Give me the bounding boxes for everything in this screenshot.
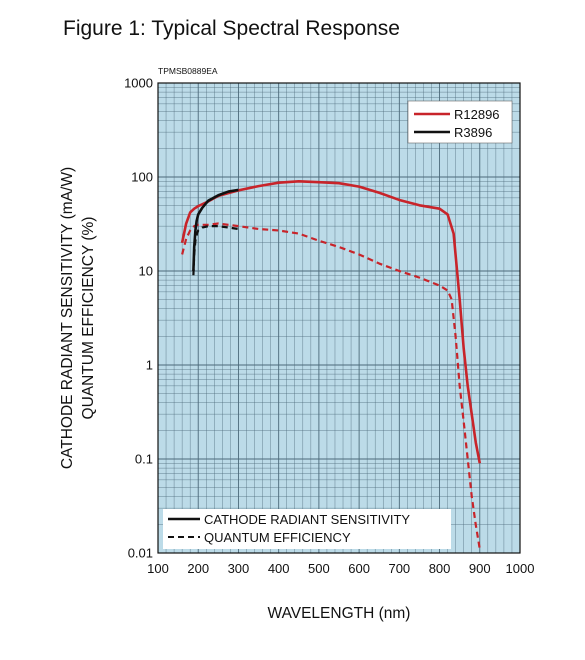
series-line-r3896-radiant-sensitivity — [192, 188, 239, 272]
y-tick-label: 1 — [146, 358, 153, 373]
legend-label-r3896: R3896 — [454, 125, 492, 140]
x-tick-label: 900 — [469, 561, 491, 576]
series-line-r12896-quantum-efficiency — [181, 222, 481, 550]
y-tick-label: 100 — [131, 170, 153, 185]
x-tick-label: 800 — [429, 561, 451, 576]
x-tick-label: 600 — [348, 561, 370, 576]
tick-labels: 100 200 300 400 500 600 700 800 900 1000 0.01 0.1 1 1… — [124, 76, 534, 577]
legend-models: R12896 R3896 — [407, 100, 513, 144]
x-tick-label: 500 — [308, 561, 330, 576]
x-tick-label: 700 — [388, 561, 410, 576]
x-tick-label: 400 — [268, 561, 290, 576]
y-axis-label-line-2: QUANTUM EFFICIENCY (%) — [80, 217, 97, 420]
y-tick-label: 0.1 — [135, 452, 153, 467]
legend-models-box — [407, 100, 513, 144]
series-line-r12896-radiant-sensitivity — [180, 180, 482, 464]
legend-styles-box — [163, 509, 451, 549]
legend-label-r12896: R12896 — [454, 107, 500, 122]
x-tick-label: 100 — [147, 561, 169, 576]
series-layer — [180, 180, 482, 550]
x-tick-label: 1000 — [506, 561, 535, 576]
x-tick-label: 300 — [228, 561, 250, 576]
plot-area — [158, 83, 520, 553]
y-tick-label: 1000 — [124, 76, 153, 91]
legend-label-cathode-sensitivity: CATHODE RADIANT SENSITIVITY — [204, 512, 410, 527]
x-tick-label: 200 — [187, 561, 209, 576]
y-tick-label: 10 — [139, 264, 153, 279]
figure-title: Figure 1: Typical Spectral Response — [63, 17, 400, 40]
plot-frame — [157, 82, 521, 554]
series-line-r3896-quantum-efficiency — [192, 225, 239, 276]
grid — [157, 83, 521, 554]
figure-code: TPMSB0889EA — [158, 66, 218, 76]
legend-label-quantum-efficiency: QUANTUM EFFICIENCY — [204, 530, 351, 545]
x-axis-label: WAVELENGTH (nm) — [268, 605, 411, 622]
y-axis-label-line-1: CATHODE RADIANT SENSITIVITY (mA/W) — [59, 167, 76, 469]
y-tick-label: 0.01 — [128, 546, 153, 561]
legend-styles: CATHODE RADIANT SENSITIVITY QUANTUM EFFI… — [163, 509, 451, 549]
